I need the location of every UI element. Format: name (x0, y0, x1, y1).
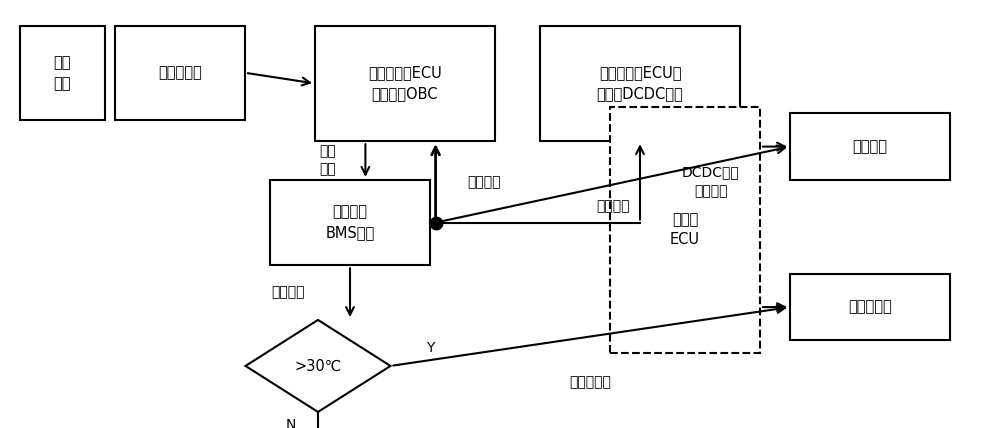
Polygon shape (246, 320, 390, 412)
Text: 启动压缩机: 启动压缩机 (569, 375, 611, 389)
Text: Y: Y (426, 341, 435, 355)
Text: 充电
请求: 充电 请求 (319, 144, 336, 177)
Text: 外部
电源: 外部 电源 (54, 55, 71, 91)
Bar (790, 113, 950, 180)
Text: DCDC模块
启动许可: DCDC模块 启动许可 (682, 166, 740, 198)
Text: 三合一模块ECU
确定启动OBC: 三合一模块ECU 确定启动OBC (368, 65, 442, 101)
Bar (790, 274, 950, 340)
Text: 充电枪插入: 充电枪插入 (158, 65, 202, 80)
Text: 启动水泵: 启动水泵 (596, 199, 630, 213)
Text: 充电许可: 充电许可 (468, 175, 501, 189)
Text: N: N (286, 418, 296, 428)
Text: 压缩机启动: 压缩机启动 (848, 300, 892, 315)
Text: 三合一模块ECU确
定启动DCDC模块: 三合一模块ECU确 定启动DCDC模块 (597, 65, 683, 101)
Bar (115, 26, 245, 120)
Bar (610, 107, 760, 353)
Text: 水泵启动: 水泵启动 (852, 139, 888, 154)
Bar (20, 26, 105, 120)
Text: 电池模块
BMS启动: 电池模块 BMS启动 (325, 205, 375, 241)
Bar (315, 26, 495, 141)
Text: 水温监测: 水温监测 (271, 285, 305, 300)
Text: >30℃: >30℃ (294, 358, 342, 374)
Bar (270, 180, 430, 265)
Bar (540, 26, 740, 141)
Text: 温调箱
ECU: 温调箱 ECU (670, 213, 700, 247)
